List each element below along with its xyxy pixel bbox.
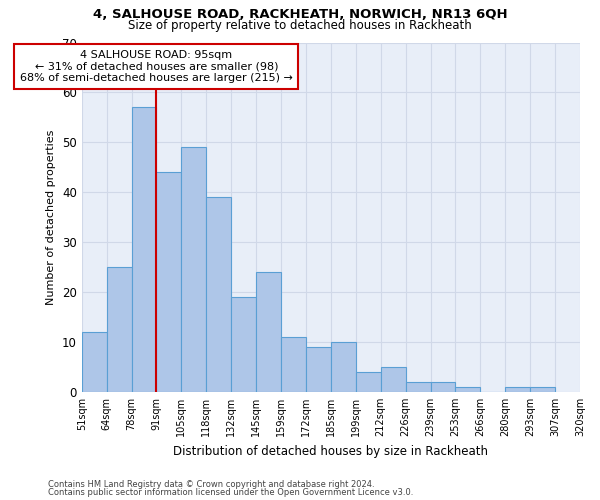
X-axis label: Distribution of detached houses by size in Rackheath: Distribution of detached houses by size … bbox=[173, 444, 488, 458]
Bar bbox=[356, 372, 380, 392]
Bar bbox=[82, 332, 107, 392]
Bar bbox=[431, 382, 455, 392]
Bar bbox=[181, 148, 206, 392]
Bar bbox=[331, 342, 356, 392]
Bar bbox=[306, 347, 331, 392]
Text: Contains HM Land Registry data © Crown copyright and database right 2024.: Contains HM Land Registry data © Crown c… bbox=[48, 480, 374, 489]
Text: Size of property relative to detached houses in Rackheath: Size of property relative to detached ho… bbox=[128, 19, 472, 32]
Bar bbox=[406, 382, 431, 392]
Bar bbox=[107, 267, 131, 392]
Bar bbox=[256, 272, 281, 392]
Bar bbox=[157, 172, 181, 392]
Bar bbox=[380, 367, 406, 392]
Bar bbox=[206, 197, 231, 392]
Text: 4 SALHOUSE ROAD: 95sqm
← 31% of detached houses are smaller (98)
68% of semi-det: 4 SALHOUSE ROAD: 95sqm ← 31% of detached… bbox=[20, 50, 293, 83]
Y-axis label: Number of detached properties: Number of detached properties bbox=[46, 130, 56, 305]
Bar bbox=[530, 387, 555, 392]
Text: 4, SALHOUSE ROAD, RACKHEATH, NORWICH, NR13 6QH: 4, SALHOUSE ROAD, RACKHEATH, NORWICH, NR… bbox=[92, 8, 508, 20]
Bar bbox=[131, 108, 157, 392]
Bar bbox=[281, 337, 306, 392]
Bar bbox=[505, 387, 530, 392]
Bar bbox=[455, 387, 481, 392]
Text: Contains public sector information licensed under the Open Government Licence v3: Contains public sector information licen… bbox=[48, 488, 413, 497]
Bar bbox=[231, 297, 256, 392]
